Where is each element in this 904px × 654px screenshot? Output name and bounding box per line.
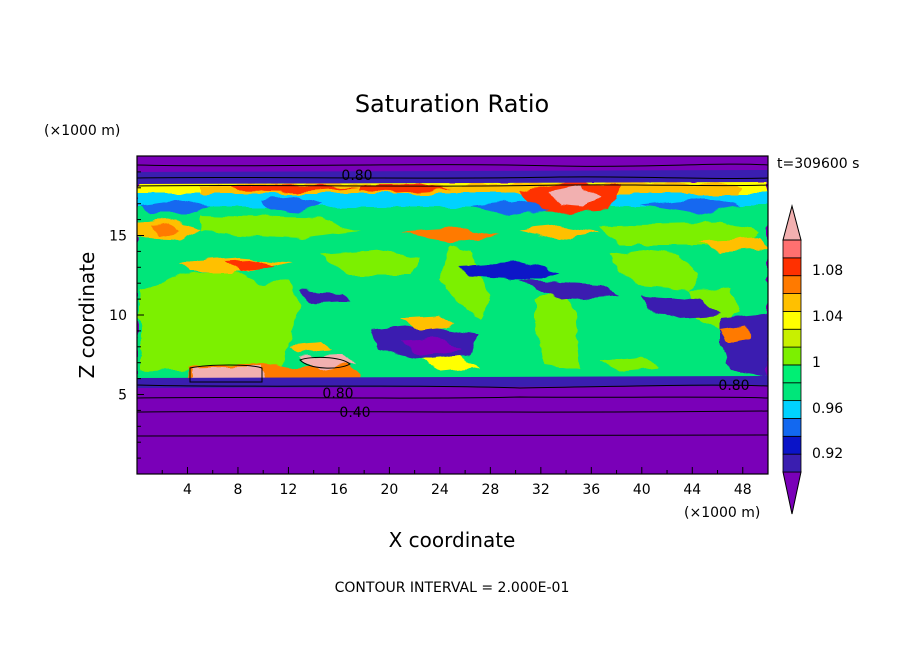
time-label: t=309600 s <box>777 156 859 172</box>
y-tick-label: 10 <box>109 308 127 324</box>
colorbar-box <box>782 364 802 384</box>
colorbar-label: 0.96 <box>812 401 843 417</box>
x-tick-label: 16 <box>330 482 348 498</box>
contour-label-bottom: 0.40 <box>339 405 370 421</box>
saturation-field <box>137 156 768 474</box>
colorbar-box <box>782 382 802 402</box>
colorbar: 1.08 1.04 1 0.96 0.92 <box>782 204 843 515</box>
x-axis: 4 8 12 16 20 24 28 32 36 40 44 48 <box>161 467 752 498</box>
y-axis: 5 10 15 <box>109 171 144 459</box>
colorbar-box <box>782 275 802 294</box>
x-tick-label: 20 <box>380 482 398 498</box>
colorbar-box <box>782 257 802 277</box>
colorbar-box <box>782 310 802 330</box>
x-tick-label: 32 <box>532 482 550 498</box>
x-tick-label: 8 <box>233 482 242 498</box>
y-tick-label: 15 <box>109 229 127 245</box>
x-tick-label: 24 <box>431 482 449 498</box>
colorbar-box <box>782 346 802 366</box>
x-tick-label: 48 <box>734 482 752 498</box>
colorbar-label: 0.92 <box>812 446 843 462</box>
x-axis-label: X coordinate <box>389 528 516 552</box>
colorbar-label: 1.04 <box>812 309 843 325</box>
contour-label-lower: 0.80 <box>322 386 353 402</box>
colorbar-extend-high <box>782 204 802 241</box>
contour-interval-note: CONTOUR INTERVAL = 2.000E-01 <box>335 580 570 596</box>
colorbar-box <box>782 435 802 455</box>
x-tick-label: 36 <box>582 482 600 498</box>
colorbar-box <box>782 418 802 437</box>
colorbar-box <box>782 453 802 473</box>
colorbar-box <box>782 239 802 259</box>
contour-label-right: 0.80 <box>718 378 749 394</box>
colorbar-label: 1 <box>812 355 821 371</box>
chart-title: Saturation Ratio <box>355 90 549 118</box>
x-tick-label: 12 <box>280 482 298 498</box>
y-unit-label: (×1000 m) <box>44 123 120 139</box>
x-tick-label: 40 <box>633 482 651 498</box>
colorbar-box <box>782 293 802 312</box>
contour-label-top: 0.80 <box>341 168 372 184</box>
colorbar-box <box>782 328 802 348</box>
x-tick-label: 28 <box>481 482 499 498</box>
colorbar-label: 1.08 <box>812 263 843 279</box>
x-tick-label: 4 <box>183 482 192 498</box>
colorbar-extend-low <box>782 471 802 515</box>
x-unit-label: (×1000 m) <box>684 505 760 521</box>
colorbar-box <box>782 400 802 419</box>
y-axis-label: Z coordinate <box>75 252 99 379</box>
x-tick-label: 44 <box>683 482 701 498</box>
y-tick-label: 5 <box>118 388 127 404</box>
contour-labels: 0.80 0.80 0.40 0.80 <box>322 168 749 421</box>
